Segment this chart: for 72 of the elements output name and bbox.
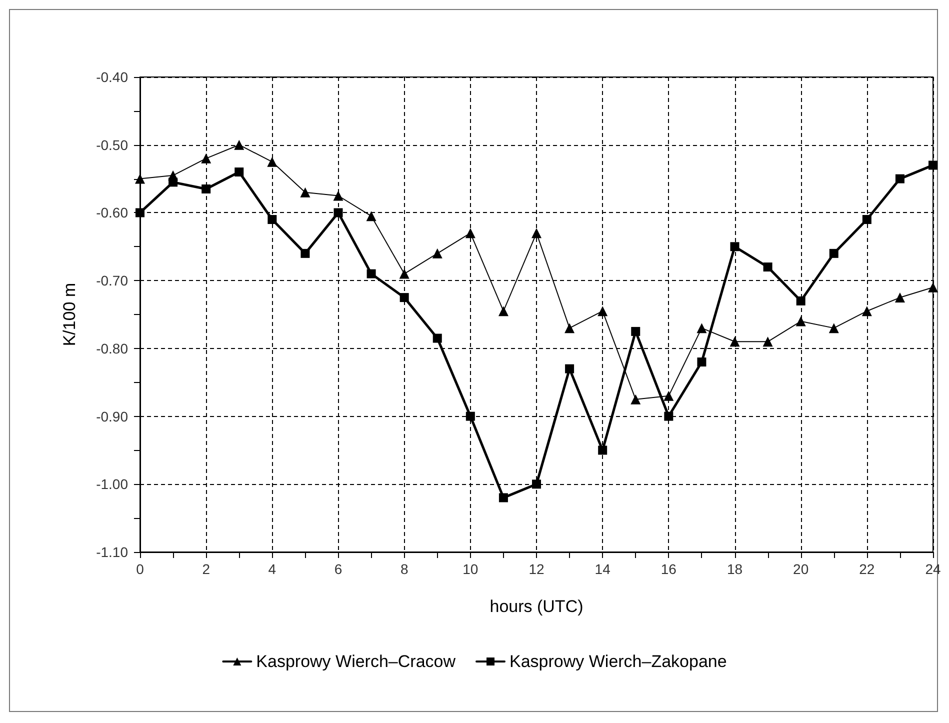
point bbox=[399, 268, 410, 279]
y-tick-label: -0.40 bbox=[96, 69, 128, 85]
point bbox=[168, 178, 178, 187]
point bbox=[730, 242, 740, 252]
point bbox=[895, 174, 904, 184]
y-tick-label: -0.70 bbox=[96, 272, 128, 289]
x-tick-label: 2 bbox=[202, 561, 210, 577]
point bbox=[202, 184, 211, 194]
x-axis-title: hours (UTC) bbox=[490, 597, 584, 616]
point bbox=[763, 262, 772, 272]
point bbox=[796, 316, 806, 326]
point bbox=[498, 493, 508, 502]
point bbox=[300, 187, 310, 198]
point bbox=[828, 323, 839, 334]
x-tick-label: 14 bbox=[594, 561, 611, 577]
point bbox=[796, 296, 806, 306]
point bbox=[136, 208, 144, 218]
legend-label: Kasprowy Wierch–Zakopane bbox=[510, 652, 727, 671]
y-tick-label: -0.80 bbox=[96, 340, 128, 356]
y-tick-label: -1.10 bbox=[96, 544, 128, 560]
point bbox=[928, 160, 938, 170]
point bbox=[894, 292, 905, 303]
point bbox=[532, 480, 541, 489]
point bbox=[267, 156, 278, 167]
point bbox=[268, 215, 277, 224]
y-tick-label: -0.90 bbox=[96, 408, 128, 424]
point bbox=[630, 394, 641, 404]
x-tick-label: 8 bbox=[400, 561, 408, 577]
x-tick-label: 18 bbox=[726, 561, 743, 577]
point bbox=[432, 248, 442, 258]
point bbox=[498, 306, 508, 316]
point bbox=[598, 446, 608, 455]
y-axis-title: K/100 m bbox=[60, 282, 79, 346]
point bbox=[532, 228, 542, 238]
point bbox=[366, 211, 376, 222]
point bbox=[862, 215, 872, 224]
point bbox=[432, 334, 442, 343]
x-tick-label: 20 bbox=[793, 561, 809, 577]
x-tick-label: 16 bbox=[660, 561, 677, 577]
legend-label: Kasprowy Wierch–Cracow bbox=[256, 652, 456, 671]
y-tick-label: -1.00 bbox=[96, 476, 128, 492]
point bbox=[829, 248, 838, 258]
point bbox=[400, 293, 409, 302]
point bbox=[664, 390, 674, 401]
x-tick-label: 4 bbox=[268, 561, 276, 577]
point bbox=[598, 306, 608, 316]
point bbox=[465, 228, 476, 238]
point bbox=[333, 190, 344, 201]
x-tick-label: 12 bbox=[528, 561, 544, 577]
point bbox=[234, 168, 244, 176]
x-tick-label: 10 bbox=[462, 561, 478, 577]
x-tick-label: 6 bbox=[334, 561, 342, 577]
point bbox=[928, 282, 938, 292]
point bbox=[366, 269, 376, 278]
point bbox=[300, 248, 310, 258]
x-tick-label: 22 bbox=[859, 561, 875, 577]
point bbox=[762, 336, 773, 347]
y-tick-label: -0.50 bbox=[96, 136, 128, 153]
x-tick-label: 0 bbox=[136, 561, 144, 577]
point bbox=[201, 153, 212, 164]
point bbox=[696, 323, 707, 334]
point bbox=[697, 358, 706, 366]
point bbox=[565, 364, 574, 374]
point bbox=[334, 208, 343, 218]
y-tick-label: -0.60 bbox=[96, 204, 128, 221]
point bbox=[234, 140, 244, 150]
point bbox=[730, 336, 740, 347]
point bbox=[564, 323, 575, 334]
point bbox=[466, 412, 475, 421]
point bbox=[862, 306, 872, 316]
point bbox=[664, 412, 674, 421]
point bbox=[631, 326, 640, 336]
